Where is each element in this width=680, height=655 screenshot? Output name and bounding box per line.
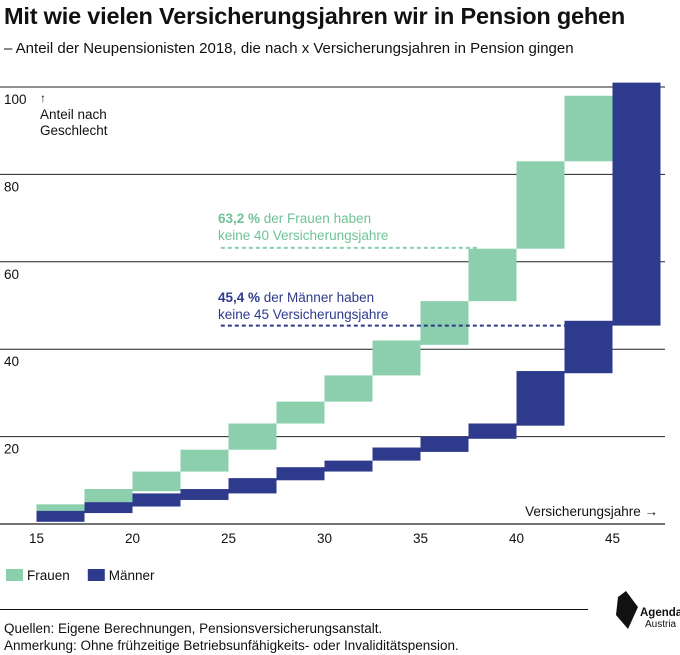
x-tick-label: 35 — [413, 531, 428, 546]
annotation-text: der Frauen haben — [260, 211, 371, 226]
annotation-line-2: keine 45 Versicherungsjahre — [218, 307, 388, 322]
bar-männer-20 — [132, 493, 181, 507]
bar-frauen-37.5 — [468, 248, 517, 302]
bar-männer-35 — [420, 436, 469, 452]
y-axis-label-2: Geschlecht — [40, 123, 108, 138]
bar-frauen-22.5 — [180, 449, 229, 472]
chart-subtitle: – Anteil der Neupensionisten 2018, die n… — [4, 40, 574, 57]
bar-männer-17.5 — [84, 502, 133, 514]
bar-frauen-20 — [132, 471, 181, 492]
source-line-1: Quellen: Eigene Berechnungen, Pensionsve… — [4, 621, 383, 636]
legend: Frauen Männer — [6, 568, 155, 583]
y-axis-arrow: ↑ — [40, 91, 46, 105]
bar-männer-22.5 — [180, 489, 229, 500]
bar-frauen-42.5 — [564, 95, 613, 162]
y-tick-label: 60 — [4, 267, 19, 282]
annotations: 63,2 % der Frauen haben keine 40 Versiche… — [218, 211, 571, 327]
y-axis-label-1: Anteil nach — [40, 107, 107, 122]
bar-männer-30 — [324, 460, 373, 472]
chart-title: Mit wie vielen Versicherungsjahren wir i… — [4, 3, 626, 29]
bar-männer-15 — [36, 510, 85, 522]
logo-text-1: Agenda — [640, 607, 680, 619]
bars — [36, 82, 661, 522]
bar-männer-32.5 — [372, 447, 421, 461]
x-tick-label: 25 — [221, 531, 236, 546]
annotation-line-1: 45,4 % der Männer haben — [218, 290, 374, 305]
y-tick-label: 20 — [4, 442, 19, 457]
annotation-text: der Männer haben — [260, 290, 374, 305]
footer-divider — [0, 609, 588, 610]
legend-swatch-männer — [87, 569, 105, 581]
bar-männer-42.5 — [564, 320, 613, 374]
bar-männer-37.5 — [468, 423, 517, 439]
source-line-2: Anmerkung: Ohne frühzeitige Betriebsunfä… — [4, 638, 459, 653]
bar-frauen-17.5 — [84, 489, 133, 503]
annotation-percent: 45,4 % — [218, 290, 260, 305]
bar-frauen-40 — [516, 161, 565, 249]
bar-frauen-32.5 — [372, 340, 421, 376]
x-tick-label: 45 — [605, 531, 620, 546]
annotation-percent: 63,2 % — [218, 211, 260, 226]
legend-label-frauen: Frauen — [27, 568, 70, 583]
legend-label-männer: Männer — [109, 568, 155, 583]
logo-text-2: Austria — [645, 619, 677, 630]
axes: 15 20 25 30 35 40 45 Versicherungsjahre → — [29, 504, 658, 546]
logo-mark-icon — [616, 591, 638, 629]
x-tick-label: 15 — [29, 531, 44, 546]
bar-männer-45 — [612, 82, 661, 326]
y-tick-label: 80 — [4, 179, 19, 194]
bar-männer-40 — [516, 371, 565, 426]
bar-frauen-27.5 — [276, 401, 325, 424]
annotation-line-1: 63,2 % der Frauen haben — [218, 211, 371, 226]
x-axis-label: Versicherungsjahre → — [525, 504, 658, 519]
x-tick-label: 30 — [317, 531, 332, 546]
legend-swatch-frauen — [6, 569, 23, 581]
bar-frauen-35 — [420, 301, 469, 345]
agenda-austria-logo: Agenda Austria — [616, 591, 680, 630]
bar-frauen-15 — [36, 504, 85, 514]
bar-frauen-25 — [228, 423, 277, 450]
x-tick-label: 20 — [125, 531, 140, 546]
annotation-line-2: keine 40 Versicherungsjahre — [218, 228, 388, 243]
bar-männer-25 — [228, 478, 277, 494]
y-tick-label: 40 — [4, 354, 19, 369]
x-tick-label: 40 — [509, 531, 524, 546]
bar-frauen-30 — [324, 375, 373, 402]
y-tick-label: 100 — [4, 92, 27, 107]
bar-männer-27.5 — [276, 467, 325, 481]
